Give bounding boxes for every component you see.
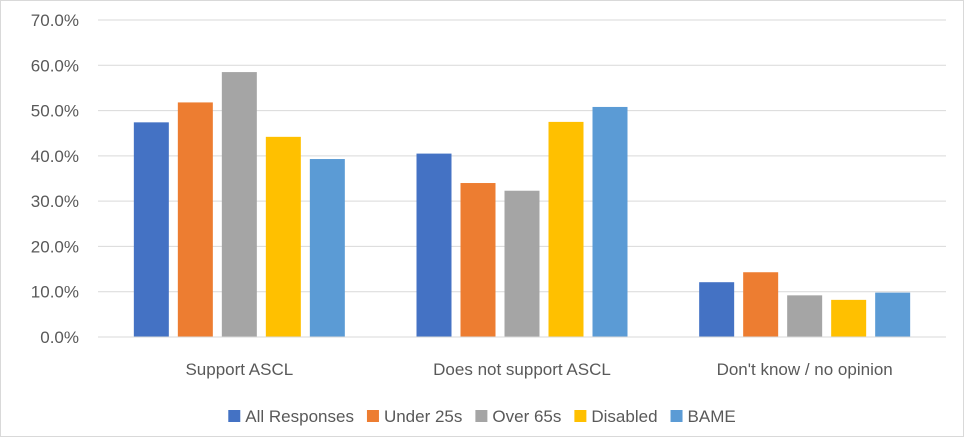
legend-item-over-65s: Over 65s [475, 407, 561, 426]
legend-label: BAME [688, 407, 736, 426]
legend: All Responses Under 25s Over 65s Disabled BA… [228, 407, 736, 426]
bar-over-65s-does-not-support-ascl [504, 190, 540, 337]
bar-under-25s-support-ascl [177, 102, 213, 337]
y-tick-label: 70.0% [31, 11, 79, 30]
y-tick-label: 60.0% [31, 56, 79, 75]
y-tick-label: 50.0% [31, 102, 79, 121]
bar-disabled-support-ascl [265, 136, 301, 337]
legend-swatch [475, 410, 488, 422]
y-tick-label: 30.0% [31, 192, 79, 211]
legend-item-under-25s: Under 25s [366, 407, 462, 426]
y-tick-label: 20.0% [31, 237, 79, 256]
x-axis-category-labels: Support ASCL Does not support ASCL Don't k… [185, 360, 892, 379]
legend-label: All Responses [245, 407, 354, 426]
y-tick-label: 10.0% [31, 283, 79, 302]
bar-bame-don-t-know-no-opinion [875, 292, 911, 337]
bar-bame-does-not-support-ascl [592, 106, 628, 337]
legend-swatch [670, 410, 683, 422]
bar-all-responses-support-ascl [133, 122, 169, 338]
legend-label: Under 25s [384, 407, 462, 426]
legend-swatch [366, 410, 379, 422]
y-axis-tick-labels: 0.0% 10.0% 20.0% 30.0% 40.0% 50.0% 60.0% 70.0% [31, 11, 79, 347]
bar-all-responses-does-not-support-ascl [416, 153, 452, 337]
legend-item-all-responses: All Responses [228, 407, 354, 426]
x-category-label: Does not support ASCL [433, 360, 611, 379]
bar-over-65s-support-ascl [221, 72, 257, 337]
x-category-label: Support ASCL [185, 360, 293, 379]
legend-item-disabled: Disabled [574, 407, 658, 426]
bar-all-responses-don-t-know-no-opinion [699, 282, 735, 337]
bar-disabled-don-t-know-no-opinion [831, 299, 867, 337]
legend-item-bame: BAME [670, 407, 736, 426]
legend-swatch [228, 410, 241, 422]
legend-swatch [574, 410, 587, 422]
legend-label: Disabled [591, 407, 657, 426]
bar-disabled-does-not-support-ascl [548, 121, 584, 338]
bar-bame-support-ascl [309, 159, 345, 337]
bar-under-25s-does-not-support-ascl [460, 183, 496, 337]
x-category-label: Don't know / no opinion [717, 360, 893, 379]
y-tick-label: 40.0% [31, 147, 79, 166]
bars [133, 72, 911, 338]
y-tick-label: 0.0% [40, 328, 79, 347]
legend-label: Over 65s [492, 407, 561, 426]
bar-under-25s-don-t-know-no-opinion [743, 272, 779, 337]
bar-over-65s-don-t-know-no-opinion [787, 295, 823, 337]
